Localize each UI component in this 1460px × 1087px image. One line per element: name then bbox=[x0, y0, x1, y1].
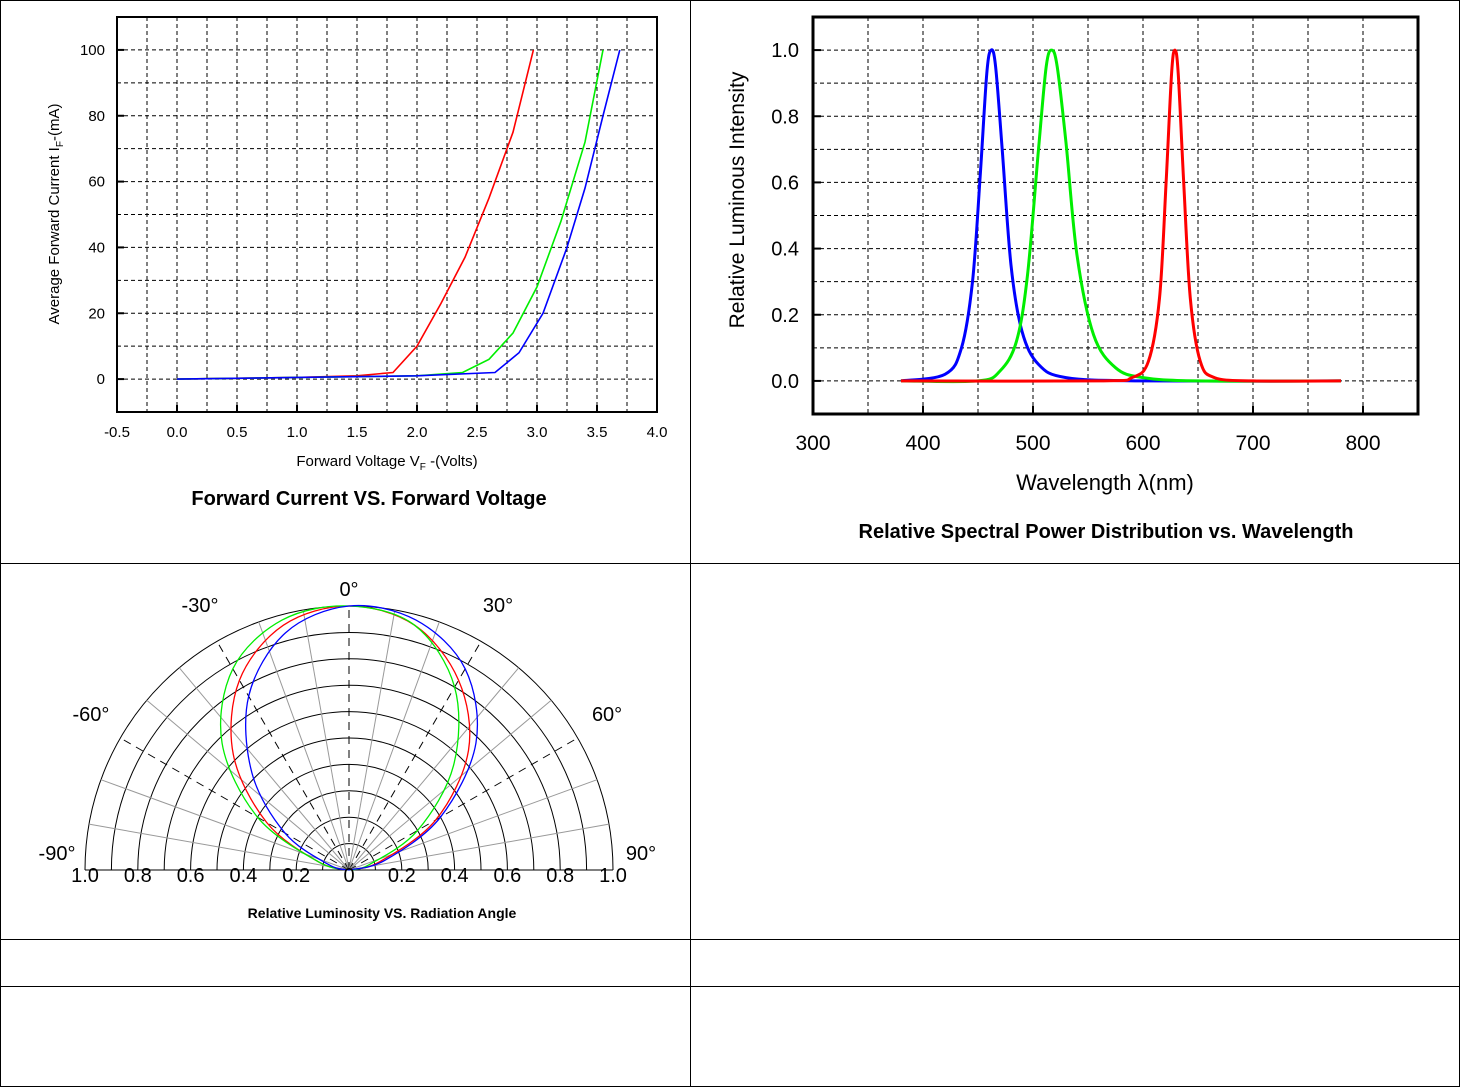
polar-radial-label: 0.8 bbox=[546, 865, 574, 887]
iv-series-line-2 bbox=[176, 49, 621, 380]
spectral-x-tick-label: 600 bbox=[1125, 432, 1160, 455]
iv-grid bbox=[117, 17, 657, 412]
spectral-x-tick-label: 400 bbox=[905, 432, 940, 455]
polar-chart-title: Relative Luminosity VS. Radiation Angle bbox=[248, 905, 517, 921]
iv-x-tick-label: 0.5 bbox=[227, 424, 248, 441]
polar-ring bbox=[269, 790, 429, 871]
iv-y-axis-label: Average Forward Current IF-(mA) bbox=[46, 104, 66, 325]
iv-y-tick-label: 80 bbox=[88, 108, 105, 125]
polar-radial-label: 1.0 bbox=[71, 865, 99, 887]
polar-radial-label: 0.4 bbox=[229, 865, 257, 887]
polar-radial-label: 0.4 bbox=[441, 865, 469, 887]
polar-series-line-2 bbox=[245, 604, 479, 871]
polar-grid bbox=[84, 605, 614, 871]
iv-plot-frame bbox=[116, 16, 658, 413]
polar-ring bbox=[110, 631, 588, 871]
iv-chart-title: Forward Current VS. Forward Voltage bbox=[191, 488, 546, 510]
polar-angle-label: -90° bbox=[39, 843, 76, 865]
iv-series bbox=[176, 49, 621, 380]
polar-spoke bbox=[348, 823, 610, 871]
polar-angle-labels: -90° -60° -30° 0° 30° 60° 90° bbox=[39, 579, 657, 865]
iv-x-tick-label: 1.0 bbox=[287, 424, 308, 441]
polar-angle-label: 90° bbox=[626, 843, 656, 865]
spectral-x-tick-label: 800 bbox=[1345, 432, 1380, 455]
spectral-y-tick-label: 0.0 bbox=[771, 371, 799, 393]
polar-angle-label: 60° bbox=[592, 704, 622, 726]
polar-radial-label: 0.6 bbox=[177, 865, 205, 887]
polar-radial-label: 0 bbox=[343, 865, 354, 887]
spectral-y-tick-labels: 0.0 0.2 0.4 0.6 0.8 1.0 bbox=[771, 40, 799, 393]
polar-radial-label: 0.6 bbox=[493, 865, 521, 887]
spectral-series-line-0 bbox=[900, 48, 1342, 383]
polar-spoke bbox=[88, 823, 350, 871]
spectral-chart-title: Relative Spectral Power Distribution vs.… bbox=[859, 521, 1354, 543]
polar-spoke bbox=[258, 621, 350, 871]
spectral-series-line-1 bbox=[900, 48, 1342, 384]
spectral-x-tick-label: 500 bbox=[1015, 432, 1050, 455]
polar-spoke bbox=[348, 641, 482, 871]
polar-radial-label: 0.2 bbox=[388, 865, 416, 887]
polar-radial-label: 1.0 bbox=[599, 865, 627, 887]
iv-y-tick-label: 0 bbox=[97, 371, 105, 388]
polar-spoke bbox=[216, 641, 350, 871]
polar-angle-label: -60° bbox=[72, 704, 109, 726]
polar-spoke bbox=[348, 699, 552, 871]
polar-series bbox=[219, 604, 479, 871]
iv-y-tick-label: 60 bbox=[88, 174, 105, 191]
spectral-y-tick-label: 0.8 bbox=[771, 106, 799, 128]
spectral-x-tick-label: 300 bbox=[795, 432, 830, 455]
spectral-y-tick-label: 0.4 bbox=[771, 239, 799, 261]
iv-x-tick-label: 2.0 bbox=[407, 424, 428, 441]
spectral-y-tick-label: 0.6 bbox=[771, 172, 799, 194]
spectral-x-tick-labels: 300 400 500 600 700 800 bbox=[795, 432, 1380, 455]
polar-spoke bbox=[348, 621, 440, 871]
spectral-y-tick-label: 0.2 bbox=[771, 305, 799, 327]
iv-x-tick-label: 1.5 bbox=[347, 424, 368, 441]
spectral-y-tick-label: 1.0 bbox=[771, 40, 799, 62]
polar-angle-label: -30° bbox=[182, 595, 219, 617]
iv-x-tick-label: 3.0 bbox=[527, 424, 548, 441]
polar-spoke bbox=[178, 667, 350, 871]
iv-y-tick-label: 20 bbox=[88, 305, 105, 322]
spectral-series-line-2 bbox=[900, 48, 1342, 383]
spectral-y-axis-label: Relative Luminous Intensity bbox=[726, 71, 749, 328]
iv-x-tick-label: 3.5 bbox=[587, 424, 608, 441]
iv-x-tick-label: 4.0 bbox=[647, 424, 668, 441]
polar-spoke bbox=[302, 609, 350, 871]
iv-y-tick-labels: 0 20 40 60 80 100 bbox=[80, 42, 105, 388]
polar-spoke bbox=[120, 737, 350, 871]
polar-radial-label: 0.2 bbox=[282, 865, 310, 887]
polar-angle-label: 0° bbox=[339, 579, 358, 601]
iv-x-tick-label: 0.0 bbox=[167, 424, 188, 441]
polar-spoke bbox=[348, 667, 520, 871]
polar-spoke bbox=[348, 609, 396, 871]
iv-y-tick-label: 40 bbox=[88, 239, 105, 256]
spectral-x-tick-label: 700 bbox=[1235, 432, 1270, 455]
polar-radial-label: 0.8 bbox=[124, 865, 152, 887]
spectral-x-axis-label: Wavelength λ(nm) bbox=[1016, 470, 1194, 495]
polar-ring bbox=[322, 843, 376, 871]
polar-spoke bbox=[146, 699, 350, 871]
iv-x-axis-label: Forward Voltage VF -(Volts) bbox=[296, 453, 477, 473]
iv-x-tick-label: -0.5 bbox=[104, 424, 130, 441]
polar-spoke bbox=[348, 737, 578, 871]
iv-x-tick-labels: -0.5 0.0 0.5 1.0 1.5 2.0 2.5 3.0 3.5 4.0 bbox=[104, 424, 667, 441]
polar-angle-label: 30° bbox=[483, 595, 513, 617]
iv-x-tick-label: 2.5 bbox=[467, 424, 488, 441]
spectral-series bbox=[900, 48, 1342, 384]
polar-radial-labels: 1.0 0.8 0.6 0.4 0.2 0 0.2 0.4 0.6 0.8 1.0 bbox=[71, 865, 627, 887]
iv-y-tick-label: 100 bbox=[80, 42, 105, 59]
spectral-plot-frame bbox=[811, 15, 1420, 416]
